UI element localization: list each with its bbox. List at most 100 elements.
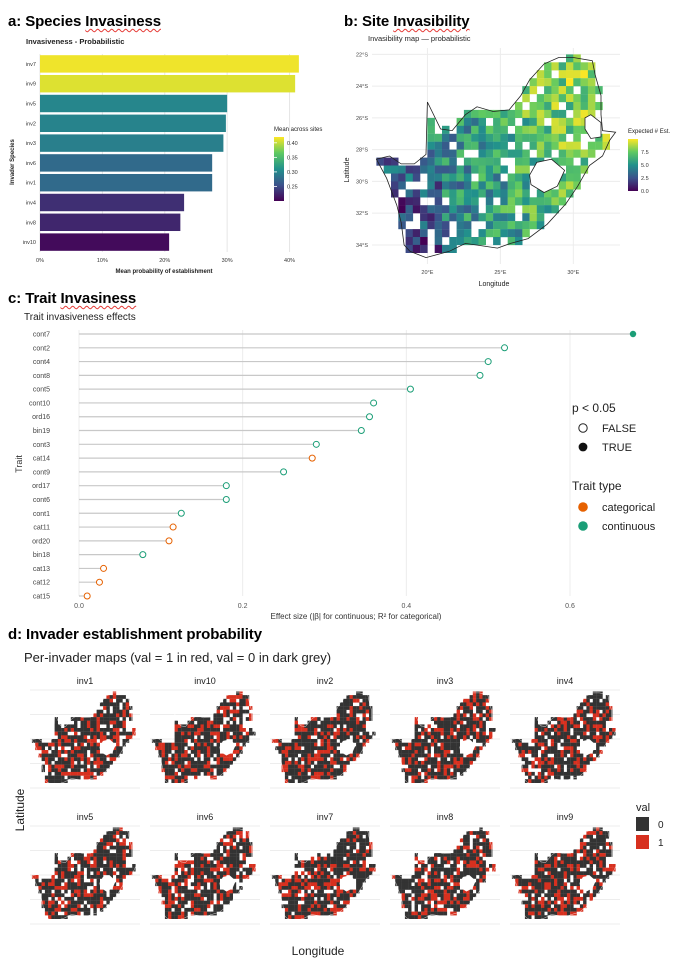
facet-cell bbox=[352, 728, 357, 732]
map-cell bbox=[493, 149, 501, 158]
facet-cell bbox=[443, 886, 448, 890]
facet-cell bbox=[534, 893, 538, 898]
facet-cell bbox=[531, 746, 535, 751]
facet-border bbox=[151, 692, 259, 786]
facet-cell bbox=[557, 775, 561, 780]
facet-cell bbox=[229, 757, 233, 762]
facet-cell bbox=[187, 746, 191, 751]
map-cell bbox=[536, 197, 545, 206]
facet-cell bbox=[190, 853, 195, 857]
facet-cell bbox=[346, 849, 350, 854]
map-cell bbox=[536, 141, 545, 150]
facet-cell bbox=[479, 709, 483, 714]
facet-cell bbox=[314, 907, 318, 912]
facet-cell bbox=[206, 875, 211, 879]
facet-cell bbox=[547, 760, 551, 765]
facet-cell bbox=[229, 893, 233, 898]
facet-cell bbox=[424, 760, 428, 765]
facet-cell bbox=[560, 757, 564, 762]
facet-cell bbox=[294, 864, 298, 868]
facet-cell bbox=[330, 731, 334, 736]
facet-cell bbox=[434, 904, 438, 909]
facet-cell bbox=[210, 742, 214, 747]
facet-cell bbox=[307, 731, 311, 736]
y-tick-label: 26°S bbox=[356, 116, 368, 122]
facet-cell bbox=[307, 728, 311, 732]
facet-cell bbox=[80, 864, 84, 868]
facet-cell bbox=[200, 739, 204, 743]
facet-cell bbox=[119, 845, 123, 850]
facet-cell bbox=[356, 864, 360, 868]
facet-cell bbox=[177, 907, 182, 912]
facet-cell bbox=[401, 878, 405, 883]
facet-cell bbox=[589, 838, 593, 843]
map-cell bbox=[493, 213, 501, 222]
map-cell bbox=[478, 109, 486, 118]
facet-cell bbox=[434, 886, 438, 890]
map-cell bbox=[529, 109, 538, 118]
facet-cell bbox=[528, 900, 532, 905]
map-cell bbox=[580, 117, 589, 126]
facet-border bbox=[391, 828, 499, 922]
facet-cell bbox=[446, 771, 451, 776]
map-cell bbox=[471, 165, 479, 174]
facet-cell bbox=[232, 735, 237, 740]
facet-cell bbox=[472, 864, 477, 868]
facet-cell bbox=[330, 893, 334, 898]
facet-cell bbox=[446, 720, 451, 725]
map-cell bbox=[485, 189, 494, 198]
facet-cell bbox=[326, 753, 331, 758]
facet-cell bbox=[177, 742, 182, 747]
point-cont10 bbox=[370, 399, 378, 407]
facet-cell bbox=[482, 702, 486, 707]
facet-cell bbox=[566, 896, 571, 901]
facet-cell bbox=[339, 753, 344, 758]
facet-cell bbox=[219, 907, 224, 912]
facet-cell bbox=[352, 827, 357, 832]
facet-cell bbox=[112, 831, 117, 835]
facet-cell bbox=[116, 695, 120, 699]
trait-label-cat15: cat15 bbox=[33, 594, 50, 601]
facet-cell bbox=[80, 889, 84, 894]
facet-cell bbox=[278, 886, 282, 890]
facet-cell bbox=[112, 753, 117, 758]
facet-cell bbox=[112, 702, 117, 707]
facet-cell bbox=[479, 739, 483, 743]
facet-cell bbox=[596, 746, 600, 751]
facet-cell bbox=[236, 739, 240, 743]
facet-cell bbox=[323, 864, 328, 868]
facet-cell bbox=[242, 728, 246, 732]
facet-cell bbox=[301, 764, 305, 769]
facet-cell bbox=[566, 750, 571, 754]
facet-cell bbox=[181, 886, 185, 890]
facet-cell bbox=[362, 724, 366, 729]
facet-cell bbox=[106, 717, 110, 721]
chart-a-colorbar-title: Mean across sites bbox=[274, 127, 322, 133]
facet-cell bbox=[563, 735, 568, 740]
facet-cell bbox=[463, 838, 467, 843]
facet-cell bbox=[417, 911, 422, 916]
point-cont4 bbox=[484, 358, 492, 366]
facet-cell bbox=[421, 753, 425, 758]
facet-cell bbox=[518, 742, 522, 747]
facet-cell bbox=[67, 750, 71, 754]
facet-cell bbox=[284, 750, 289, 754]
map-cell bbox=[471, 213, 479, 222]
facet-cell bbox=[456, 849, 460, 854]
facet-cell bbox=[554, 735, 558, 740]
facet-cell bbox=[356, 827, 360, 832]
facet-cell bbox=[232, 706, 237, 710]
facet-cell bbox=[77, 907, 81, 912]
facet-cell bbox=[592, 717, 597, 721]
facet-inv7: inv7 bbox=[270, 812, 380, 925]
facet-cell bbox=[359, 856, 363, 861]
facet-cell bbox=[57, 878, 62, 883]
facet-cell bbox=[485, 717, 490, 721]
facet-cell bbox=[99, 717, 104, 721]
facet-cell bbox=[544, 904, 548, 909]
map-cell bbox=[515, 157, 523, 166]
facet-cell bbox=[456, 739, 460, 743]
facet-cell bbox=[557, 757, 561, 762]
facet-cell bbox=[417, 739, 422, 743]
facet-cell bbox=[583, 842, 587, 846]
